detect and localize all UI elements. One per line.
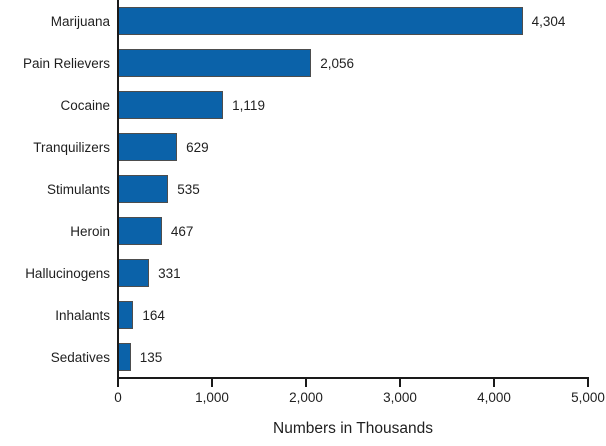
bar-track: 1,119 (118, 91, 588, 119)
bar (118, 133, 178, 161)
bar-row: Heroin 467 (0, 210, 588, 252)
x-axis-tick (305, 379, 307, 387)
x-axis-tick-label: 0 (114, 390, 122, 405)
category-label: Sedatives (50, 349, 110, 365)
bar (118, 259, 150, 287)
bar-row: Hallucinogens 331 (0, 252, 588, 294)
x-axis-tick (493, 379, 495, 387)
bar-value-label: 2,056 (320, 55, 355, 71)
x-axis-title: Numbers in Thousands (273, 420, 433, 437)
bar-track: 2,056 (118, 49, 588, 77)
category-label: Cocaine (60, 97, 110, 113)
bar-track: 331 (118, 259, 588, 287)
x-axis-tick (211, 379, 213, 387)
bar-row: Stimulants 535 (0, 168, 588, 210)
bar-rows: Marijuana 4,304 Pain Relievers 2,056 Cocaine… (0, 0, 588, 378)
bar-row: Cocaine 1,119 (0, 84, 588, 126)
bar-row: Marijuana 4,304 (0, 0, 588, 42)
category-label: Tranquilizers (33, 139, 110, 155)
bar-track: 164 (118, 301, 588, 329)
bar-value-label: 535 (177, 181, 200, 197)
x-axis-tick-label: 3,000 (383, 390, 417, 405)
bar-row: Inhalants 164 (0, 294, 588, 336)
bar-row: Pain Relievers 2,056 (0, 42, 588, 84)
x-axis-tick-labels: 0 1,000 2,000 3,000 4,000 5,000 (114, 390, 605, 406)
bar-value-label: 629 (186, 139, 209, 155)
category-label: Stimulants (46, 181, 110, 197)
bar (118, 301, 134, 329)
bar (118, 49, 312, 77)
bar-row: Tranquilizers 629 (0, 126, 588, 168)
bar-track: 535 (118, 175, 588, 203)
bar-row: Sedatives 135 (0, 336, 588, 378)
bar-value-label: 164 (142, 307, 165, 323)
x-axis-tick-label: 2,000 (289, 390, 323, 405)
bar (118, 175, 169, 203)
bar-track: 4,304 (118, 7, 588, 35)
bar-track: 629 (118, 133, 588, 161)
x-axis-tick-label: 1,000 (195, 390, 229, 405)
y-axis-line (117, 0, 119, 379)
bar-value-label: 135 (139, 349, 163, 365)
bar-track: 135 (118, 343, 588, 371)
category-label: Marijuana (50, 13, 110, 29)
x-axis-tick (117, 379, 119, 387)
bar (118, 343, 131, 371)
category-label: Pain Relievers (22, 55, 110, 71)
bar (118, 217, 162, 245)
x-axis-line (117, 377, 589, 379)
x-axis-ticks (117, 379, 589, 387)
bar (118, 91, 224, 119)
category-label: Hallucinogens (25, 265, 110, 281)
bar-value-label: 1,119 (232, 97, 265, 113)
bar-value-label: 331 (158, 265, 181, 281)
x-axis-tick (587, 379, 589, 387)
bar-track: 467 (118, 217, 588, 245)
category-label: Heroin (70, 223, 110, 239)
x-axis-tick (399, 379, 401, 387)
x-axis-tick-label: 5,000 (571, 390, 605, 405)
bar (118, 7, 523, 35)
x-axis-tick-label: 4,000 (477, 390, 511, 405)
bar-value-label: 4,304 (531, 13, 566, 29)
bar-value-label: 467 (170, 223, 194, 239)
category-label: Inhalants (55, 307, 110, 323)
